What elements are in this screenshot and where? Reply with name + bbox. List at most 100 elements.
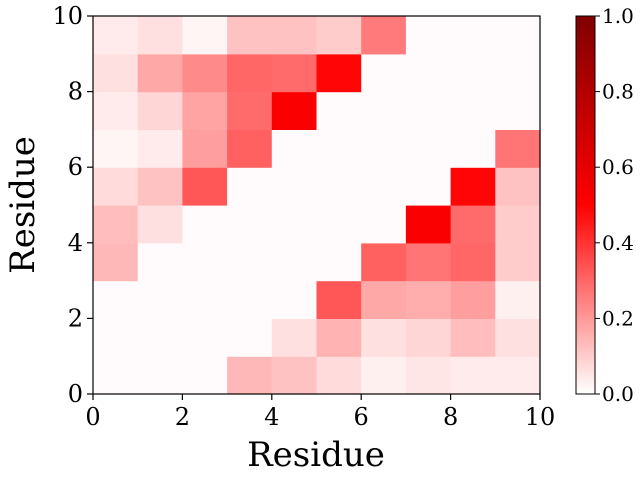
heatmap-cell xyxy=(316,280,362,319)
heatmap-cell xyxy=(271,242,318,282)
heatmap-cell xyxy=(182,318,228,357)
x-tick-label: 8 xyxy=(443,403,458,431)
heatmap-cell xyxy=(450,167,496,206)
heatmap-cell xyxy=(495,53,541,93)
heatmap-cell xyxy=(93,356,139,395)
colorbar-tick-label: 0.8 xyxy=(602,80,634,104)
y-axis-ticks: 0 2 4 6 8 10 xyxy=(52,2,93,408)
heatmap-cell xyxy=(450,242,496,282)
heatmap-cell xyxy=(495,167,541,206)
colorbar-ticks: 0.0 0.2 0.4 0.6 0.8 1.0 xyxy=(595,4,634,406)
heatmap-cell xyxy=(137,318,183,357)
heatmap-cell xyxy=(316,53,362,93)
colorbar-tick-label: 1.0 xyxy=(602,4,634,28)
heatmap-cell xyxy=(93,167,139,206)
heatmap-cell xyxy=(495,91,541,130)
heatmap-cell xyxy=(182,167,228,206)
heatmap-cell xyxy=(182,242,228,282)
heatmap-cell xyxy=(182,205,228,244)
heatmap-cell xyxy=(227,280,273,319)
heatmap-cell xyxy=(227,318,273,357)
heatmap-cell xyxy=(93,318,139,357)
heatmap-cell xyxy=(316,167,362,206)
heatmap-cell xyxy=(137,91,183,130)
heatmap-cells xyxy=(93,16,541,395)
heatmap-cell xyxy=(182,280,228,319)
plot-frame xyxy=(92,15,541,395)
heatmap-cell xyxy=(495,318,541,357)
heatmap-cell xyxy=(450,129,496,168)
heatmap-cell xyxy=(93,91,139,130)
heatmap-cell xyxy=(316,318,362,357)
x-tick-label: 6 xyxy=(354,403,369,431)
heatmap-cell xyxy=(361,205,407,244)
heatmap-cell xyxy=(361,91,407,130)
heatmap-cell xyxy=(182,356,228,395)
heatmap-cell xyxy=(271,53,318,93)
y-tick-label: 10 xyxy=(52,2,83,30)
heatmap-cell xyxy=(137,16,183,55)
heatmap-cell xyxy=(405,91,452,130)
heatmap-cell xyxy=(227,53,273,93)
heatmap-cell xyxy=(361,242,407,282)
heatmap-cell xyxy=(137,242,183,282)
heatmap-cell xyxy=(227,16,273,55)
heatmap-cell xyxy=(93,16,139,55)
heatmap-cell xyxy=(405,242,452,282)
heatmap-cell xyxy=(405,205,452,244)
y-tick-label: 2 xyxy=(68,304,83,332)
heatmap-cell xyxy=(405,280,452,319)
heatmap-cell xyxy=(316,356,362,395)
heatmap-cell xyxy=(450,91,496,130)
colorbar-tick-label: 0.0 xyxy=(602,382,634,406)
heatmap-cell xyxy=(450,280,496,319)
heatmap-cell xyxy=(495,356,541,395)
heatmap-cell xyxy=(93,129,139,168)
heatmap-cell xyxy=(271,16,318,55)
heatmap-cell xyxy=(93,53,139,93)
heatmap-cell xyxy=(405,53,452,93)
heatmap-cell xyxy=(137,53,183,93)
heatmap-cell xyxy=(495,16,541,55)
heatmap-cell xyxy=(93,242,139,282)
heatmap-cell xyxy=(495,242,541,282)
colorbar-tick-label: 0.4 xyxy=(602,231,634,255)
y-axis-label: Residue xyxy=(3,136,43,274)
y-tick-label: 8 xyxy=(68,78,83,106)
heatmap-cell xyxy=(405,318,452,357)
heatmap-cell xyxy=(137,356,183,395)
heatmap-cell xyxy=(271,91,318,130)
colorbar xyxy=(575,15,596,395)
x-tick-label: 0 xyxy=(85,403,100,431)
heatmap-cell xyxy=(137,167,183,206)
heatmap-cell xyxy=(271,356,318,395)
heatmap-cell xyxy=(182,129,228,168)
heatmap-cell xyxy=(182,16,228,55)
heatmap-cell xyxy=(361,53,407,93)
heatmap-cell xyxy=(182,91,228,130)
heatmap-cell xyxy=(361,356,407,395)
heatmap-cell xyxy=(361,129,407,168)
heatmap-cell xyxy=(361,280,407,319)
heatmap-cell xyxy=(316,205,362,244)
heatmap-cell xyxy=(316,16,362,55)
heatmap-cell xyxy=(227,129,273,168)
heatmap-cell xyxy=(137,129,183,168)
colorbar-tick-label: 0.6 xyxy=(602,155,634,179)
colorbar-tick-label: 0.2 xyxy=(602,306,634,330)
heatmap-cell xyxy=(137,280,183,319)
heatmap-cell xyxy=(495,205,541,244)
heatmap-cell xyxy=(450,205,496,244)
heatmap-cell xyxy=(405,167,452,206)
heatmap-cell xyxy=(361,318,407,357)
heatmap-cell xyxy=(495,129,541,168)
heatmap-cell xyxy=(271,167,318,206)
heatmap-cell xyxy=(405,356,452,395)
heatmap-cell xyxy=(495,280,541,319)
x-tick-label: 10 xyxy=(525,403,556,431)
heatmap-cell xyxy=(316,242,362,282)
heatmap-cell xyxy=(271,280,318,319)
heatmap-cell xyxy=(227,91,273,130)
y-tick-label: 0 xyxy=(68,380,83,408)
